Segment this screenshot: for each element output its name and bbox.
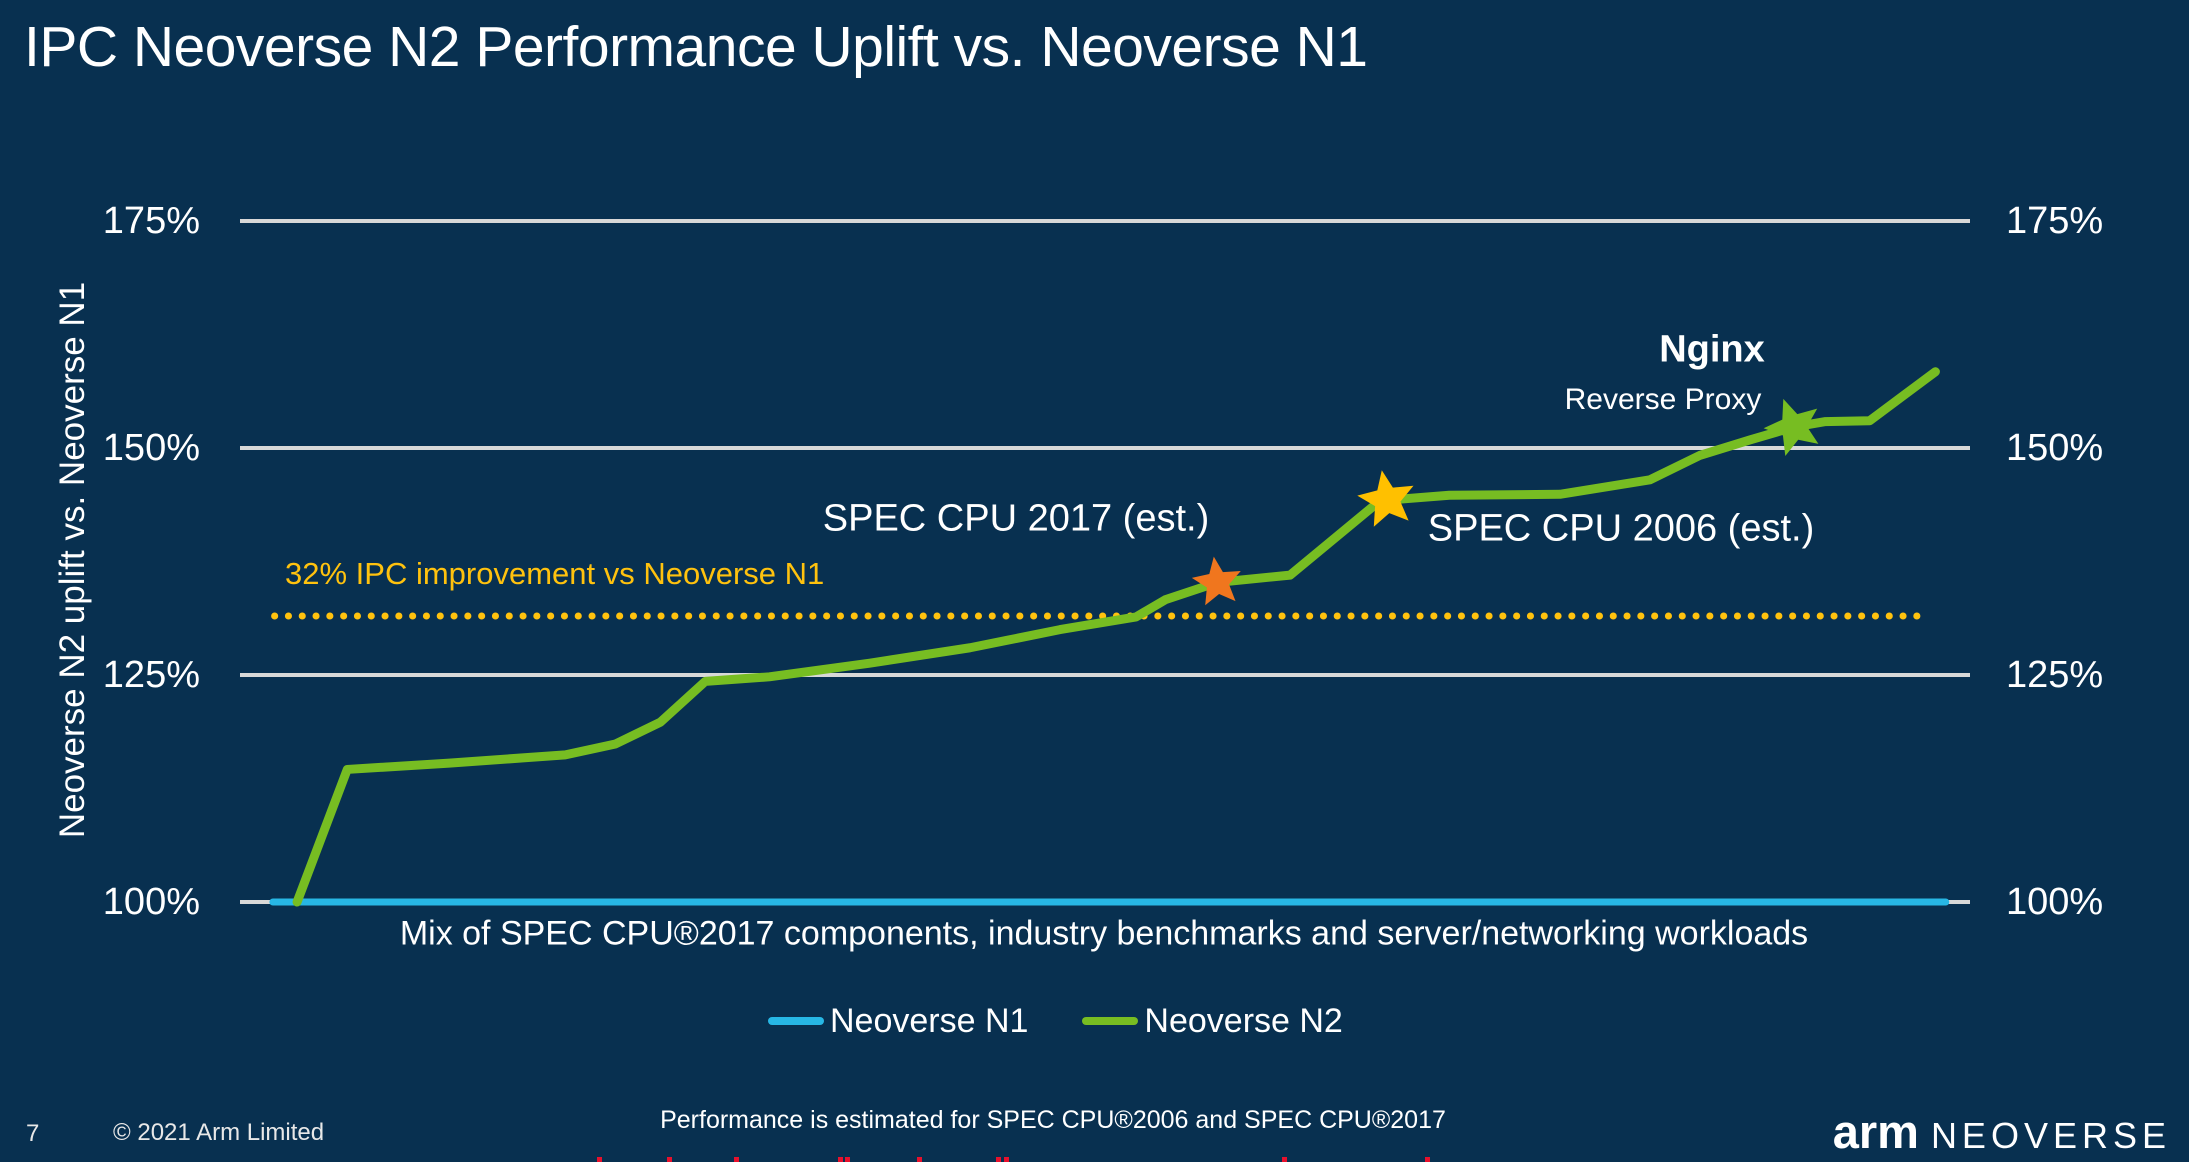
- legend-label-neoverse-n1: Neoverse N1: [830, 1001, 1029, 1040]
- page-number: 7: [26, 1120, 40, 1147]
- legend-item-neoverse-n1: Neoverse N1: [768, 1002, 1028, 1041]
- marker-label-spec-cpu-2006: SPEC CPU 2006 (est.): [1427, 507, 1815, 550]
- y-tick-left-150: 150%: [102, 427, 200, 469]
- star-marker-1: [1357, 470, 1414, 527]
- marker-label-nginx: Nginx: [1659, 328, 1765, 371]
- red-artifact-tick: [1004, 1157, 1009, 1162]
- y-tick-right-100: 100%: [2006, 881, 2104, 923]
- copyright-text: © 2021 Arm Limited: [113, 1119, 325, 1146]
- arm-logo-text: arm: [1832, 1105, 1919, 1158]
- arm-neoverse-logo: arm NEOVERSE: [1832, 1105, 2171, 1158]
- marker-sublabel-reverse-proxy: Reverse Proxy: [1564, 383, 1762, 416]
- y-tick-left-125: 125%: [102, 654, 200, 696]
- red-artifact-tick: [1282, 1157, 1287, 1162]
- star-marker-0: [1191, 556, 1241, 606]
- y-tick-left-175: 175%: [102, 200, 200, 242]
- neoverse-logo-text: NEOVERSE: [1930, 1115, 2171, 1156]
- red-artifact-tick: [1425, 1157, 1430, 1162]
- y-tick-right-150: 150%: [2006, 427, 2104, 469]
- legend-label-neoverse-n2: Neoverse N2: [1144, 1001, 1343, 1040]
- legend-item-neoverse-n2: Neoverse N2: [1082, 1001, 1343, 1041]
- chart-legend: Neoverse N1 Neoverse N2: [768, 998, 1343, 1044]
- red-artifact-tick: [845, 1157, 850, 1162]
- star-marker-2: [1763, 398, 1819, 456]
- red-artifact-tick: [667, 1157, 672, 1162]
- series-line-neoverse-n2: [292, 367, 1940, 907]
- neoverse-n1-line-swatch: [768, 1017, 824, 1025]
- red-artifact-tick: [838, 1157, 843, 1162]
- y-tick-left-100: 100%: [102, 881, 200, 923]
- x-axis-title: Mix of SPEC CPU®2017 components, industr…: [399, 914, 1809, 953]
- reference-line-label: 32% IPC improvement vs Neoverse N1: [285, 556, 825, 591]
- neoverse-n2-line-swatch: [1082, 1017, 1139, 1025]
- red-artifact-tick: [597, 1157, 602, 1162]
- footnote-text: Performance is estimated for SPEC CPU®20…: [660, 1106, 1446, 1134]
- red-artifact-tick: [734, 1157, 739, 1162]
- red-artifact-tick: [917, 1157, 922, 1162]
- slide-title: IPC Neoverse N2 Performance Uplift vs. N…: [24, 15, 1368, 79]
- y-tick-right-175: 175%: [2006, 200, 2104, 242]
- y-axis-title: Neoverse N2 uplift vs. Neoverse N1: [53, 281, 92, 839]
- marker-label-spec-cpu-2017: SPEC CPU 2017 (est.): [822, 497, 1210, 540]
- red-artifact-tick: [996, 1157, 1001, 1162]
- y-tick-right-125: 125%: [2006, 654, 2104, 696]
